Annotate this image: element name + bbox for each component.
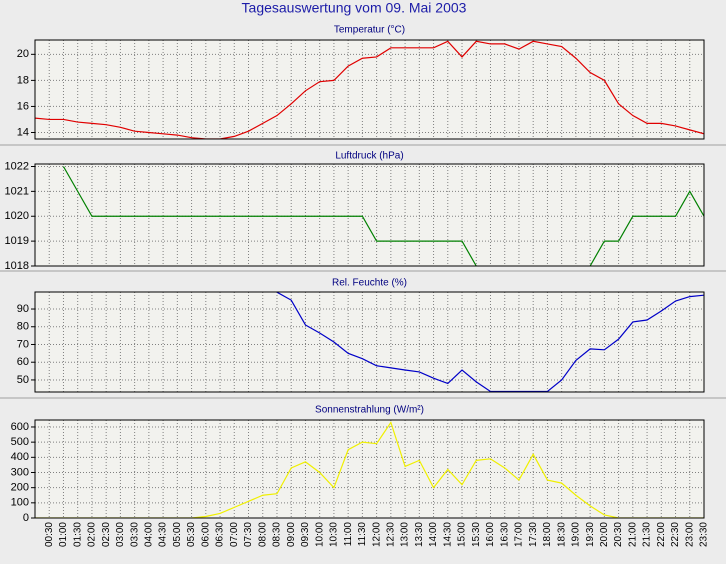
y-tick-label: 90 <box>17 303 29 315</box>
panel-title: Luftdruck (hPa) <box>335 151 403 162</box>
x-tick-label: 14:00 <box>428 522 439 547</box>
x-tick-label: 18:00 <box>542 522 553 547</box>
y-tick-label: 1018 <box>5 260 29 272</box>
x-tick-label: 23:00 <box>684 522 695 547</box>
y-tick-label: 14 <box>17 126 29 138</box>
x-tick-label: 00:30 <box>44 522 55 547</box>
x-tick-label: 02:30 <box>101 522 112 547</box>
panel-title: Sonnenstrahlung (W/m²) <box>315 405 424 416</box>
x-tick-label: 05:30 <box>186 522 197 547</box>
panel-title: Rel. Feuchte (%) <box>332 278 407 289</box>
x-tick-label: 01:30 <box>72 522 83 547</box>
data-line <box>62 166 704 266</box>
x-tick-label: 04:30 <box>158 522 169 547</box>
x-tick-label: 20:00 <box>599 522 610 547</box>
x-tick-label: 10:00 <box>314 522 325 547</box>
x-tick-label: 16:00 <box>485 522 496 547</box>
y-tick-label: 60 <box>17 356 29 368</box>
x-tick-label: 22:00 <box>656 522 667 547</box>
x-tick-label: 07:30 <box>243 522 254 547</box>
x-tick-label: 11:00 <box>343 522 354 547</box>
x-tick-label: 07:00 <box>229 522 240 547</box>
x-tick-label: 09:00 <box>286 522 297 547</box>
x-tick-label: 10:30 <box>329 522 340 547</box>
y-tick-label: 0 <box>23 512 29 524</box>
y-tick-label: 400 <box>11 451 29 463</box>
y-tick-label: 500 <box>11 436 29 448</box>
y-tick-label: 200 <box>11 482 29 494</box>
plot-area <box>35 164 704 266</box>
x-tick-label: 12:30 <box>385 522 396 547</box>
y-tick-label: 300 <box>11 466 29 478</box>
x-tick-label: 15:30 <box>471 522 482 547</box>
plot-border <box>34 39 705 140</box>
y-tick-label: 600 <box>11 421 29 433</box>
x-tick-label: 15:00 <box>457 522 468 547</box>
x-tick-label: 21:30 <box>642 522 653 547</box>
plot-area <box>35 40 704 139</box>
x-tick-label: 02:00 <box>87 522 98 547</box>
y-tick-label: 70 <box>17 338 29 350</box>
x-tick-label: 03:30 <box>129 522 140 547</box>
x-tick-label: 17:30 <box>528 522 539 547</box>
x-tick-label: 13:30 <box>414 522 425 547</box>
x-tick-label: 05:00 <box>172 522 183 547</box>
x-tick-label: 18:30 <box>556 522 567 547</box>
x-tick-label: 11:30 <box>357 522 368 547</box>
x-tick-label: 14:30 <box>442 522 453 547</box>
x-tick-label: 08:00 <box>257 522 268 547</box>
plot-border <box>34 163 705 267</box>
y-tick-label: 80 <box>17 321 29 333</box>
x-tick-label: 08:30 <box>272 522 283 547</box>
y-tick-label: 20 <box>17 48 29 60</box>
x-tick-label: 16:30 <box>499 522 510 547</box>
x-tick-label: 23:30 <box>699 522 710 547</box>
plot-border <box>34 419 705 519</box>
x-tick-label: 03:00 <box>115 522 126 547</box>
x-tick-label: 06:00 <box>200 522 211 547</box>
x-tick-label: 19:30 <box>585 522 596 547</box>
y-tick-label: 100 <box>11 497 29 509</box>
x-tick-label: 04:00 <box>144 522 155 547</box>
y-tick-label: 16 <box>17 100 29 112</box>
plot-area <box>35 292 704 392</box>
y-tick-label: 1021 <box>5 185 29 197</box>
x-tick-label: 13:00 <box>400 522 411 547</box>
x-tick-label: 17:00 <box>514 522 525 547</box>
data-line <box>276 292 704 392</box>
x-tick-label: 19:00 <box>571 522 582 547</box>
plot-border <box>34 291 705 393</box>
x-tick-label: 21:00 <box>627 522 638 547</box>
data-line <box>35 40 704 139</box>
y-tick-label: 1019 <box>5 235 29 247</box>
panel-title: Temperatur (°C) <box>334 25 405 36</box>
plot-area <box>35 420 704 518</box>
x-tick-label: 09:30 <box>300 522 311 547</box>
x-tick-label: 12:00 <box>371 522 382 547</box>
x-tick-label: 22:30 <box>670 522 681 547</box>
x-tick-label: 01:00 <box>58 522 69 547</box>
data-line <box>35 421 704 518</box>
y-tick-label: 1020 <box>5 210 29 222</box>
y-tick-label: 50 <box>17 374 29 386</box>
x-tick-label: 20:30 <box>613 522 624 547</box>
x-tick-label: 06:30 <box>215 522 226 547</box>
y-tick-label: 1022 <box>5 160 29 172</box>
chart-title: Tagesauswertung vom 09. Mai 2003 <box>242 0 467 16</box>
y-tick-label: 18 <box>17 74 29 86</box>
